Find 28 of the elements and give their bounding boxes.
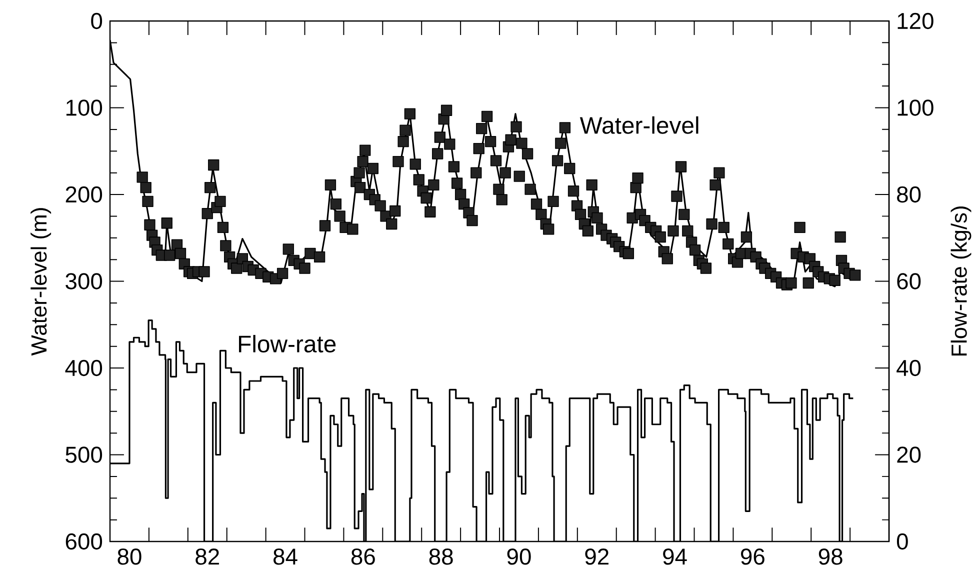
x-tick-label: 84 (274, 548, 298, 565)
x-tick-label: 98 (818, 548, 842, 565)
y-tick-label: 200 (66, 186, 102, 203)
y-tick-label: 400 (65, 360, 102, 376)
x-tick-label: 92 (585, 548, 608, 565)
y-tick-label: 0 (91, 12, 102, 30)
y2-tick-label: 100 (898, 100, 934, 116)
annotation: Flow-rate (239, 334, 336, 352)
y2-axis-title: Flow-rate (kg/s) (950, 206, 972, 356)
x-tick-label: 88 (429, 548, 453, 565)
annotation: Water-level (580, 116, 698, 134)
y-axis-title: Water-level (m) (30, 208, 52, 356)
y-tick-label: 300 (66, 273, 102, 290)
y2-tick-label: 80 (897, 186, 921, 203)
y2-tick-label: 60 (897, 273, 921, 290)
x-tick-label: 82 (196, 548, 219, 565)
y-tick-label: 500 (66, 446, 102, 463)
y2-tick-label: 0 (896, 533, 908, 550)
y-tick-label: 100 (66, 100, 102, 116)
x-tick-label: 86 (351, 548, 375, 565)
y2-tick-label: 40 (896, 360, 921, 376)
x-tick-label: 90 (507, 548, 531, 565)
x-tick-label: 94 (663, 548, 687, 565)
y-tick-label: 600 (66, 533, 102, 550)
x-tick-label: 80 (118, 548, 142, 565)
y2-tick-label: 20 (897, 446, 921, 463)
x-tick-label: 96 (741, 548, 764, 565)
y2-tick-label: 120 (898, 12, 934, 30)
